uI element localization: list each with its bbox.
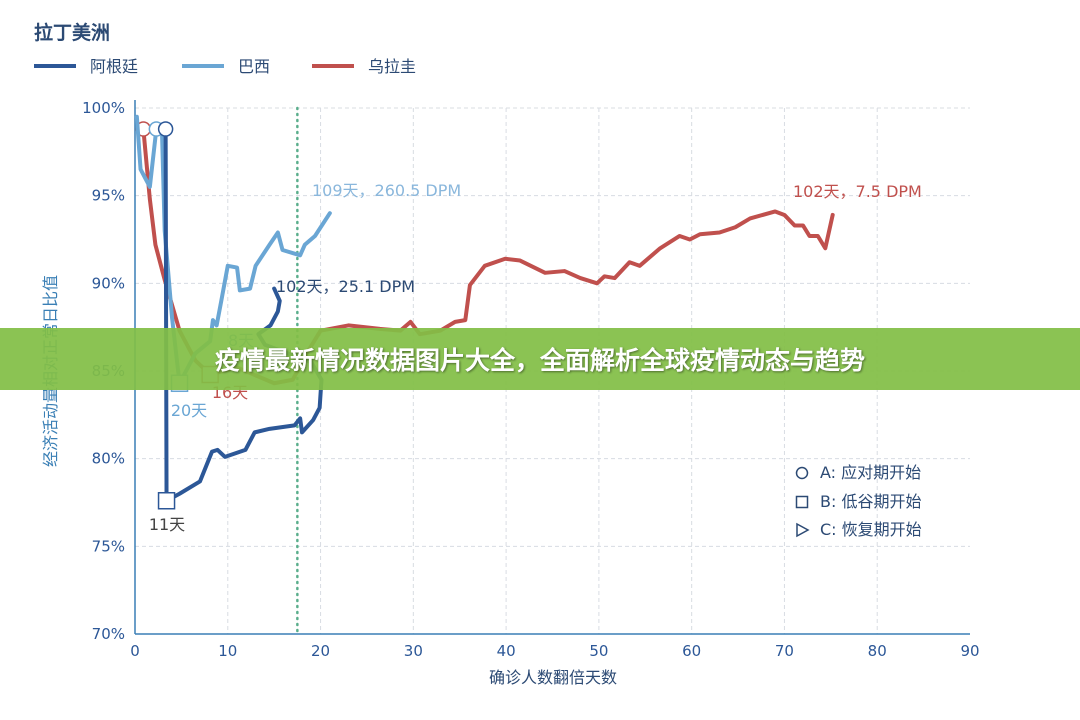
- x-tick-label: 0: [130, 642, 140, 660]
- marker-legend-label: B: 低谷期开始: [820, 492, 921, 511]
- square-icon: [795, 495, 809, 509]
- x-tick-label: 50: [589, 642, 608, 660]
- chart-title: 拉丁美洲: [34, 21, 110, 44]
- x-axis-label: 确诊人数翻倍天数: [489, 668, 617, 687]
- marker-legend-label: C: 恢复期开始: [820, 520, 922, 539]
- legend-label: 阿根廷: [90, 57, 138, 76]
- x-tick-label: 70: [775, 642, 794, 660]
- legend-label: 巴西: [238, 57, 270, 76]
- x-tick-label: 40: [497, 642, 516, 660]
- trough-label: 11天: [149, 515, 185, 534]
- y-tick-label: 80%: [92, 450, 125, 468]
- x-tick-label: 10: [218, 642, 237, 660]
- x-tick-label: 60: [682, 642, 701, 660]
- x-tick-label: 80: [868, 642, 887, 660]
- circle-icon: [795, 466, 809, 480]
- legend: 阿根廷 巴西 乌拉圭: [34, 57, 416, 76]
- marker-B-square: [157, 491, 176, 510]
- legend-label: 乌拉圭: [368, 57, 416, 76]
- end-label: 102天，7.5 DPM: [793, 182, 922, 201]
- y-tick-label: 70%: [92, 625, 125, 643]
- y-tick-label: 90%: [92, 274, 125, 292]
- x-tick-label: 90: [960, 642, 979, 660]
- end-label: 109天，260.5 DPM: [312, 181, 461, 200]
- banner: 疫情最新情况数据图片大全，全面解析全球疫情动态与趋势: [0, 328, 1080, 390]
- marker-legend: A: 应对期开始 B: 低谷期开始 C: 恢复期开始: [795, 463, 922, 539]
- trough-label: 20天: [171, 401, 207, 420]
- marker-A-circle: [157, 121, 174, 137]
- y-tick-label: 75%: [92, 537, 125, 555]
- x-tick-label: 20: [311, 642, 330, 660]
- banner-text: 疫情最新情况数据图片大全，全面解析全球疫情动态与趋势: [214, 346, 865, 375]
- marker-legend-label: A: 应对期开始: [820, 463, 921, 482]
- end-label: 102天，25.1 DPM: [276, 277, 415, 296]
- y-tick-label: 95%: [92, 187, 125, 205]
- x-tick-label: 30: [404, 642, 423, 660]
- y-tick-label: 100%: [82, 99, 125, 117]
- triangle-icon: [796, 522, 810, 538]
